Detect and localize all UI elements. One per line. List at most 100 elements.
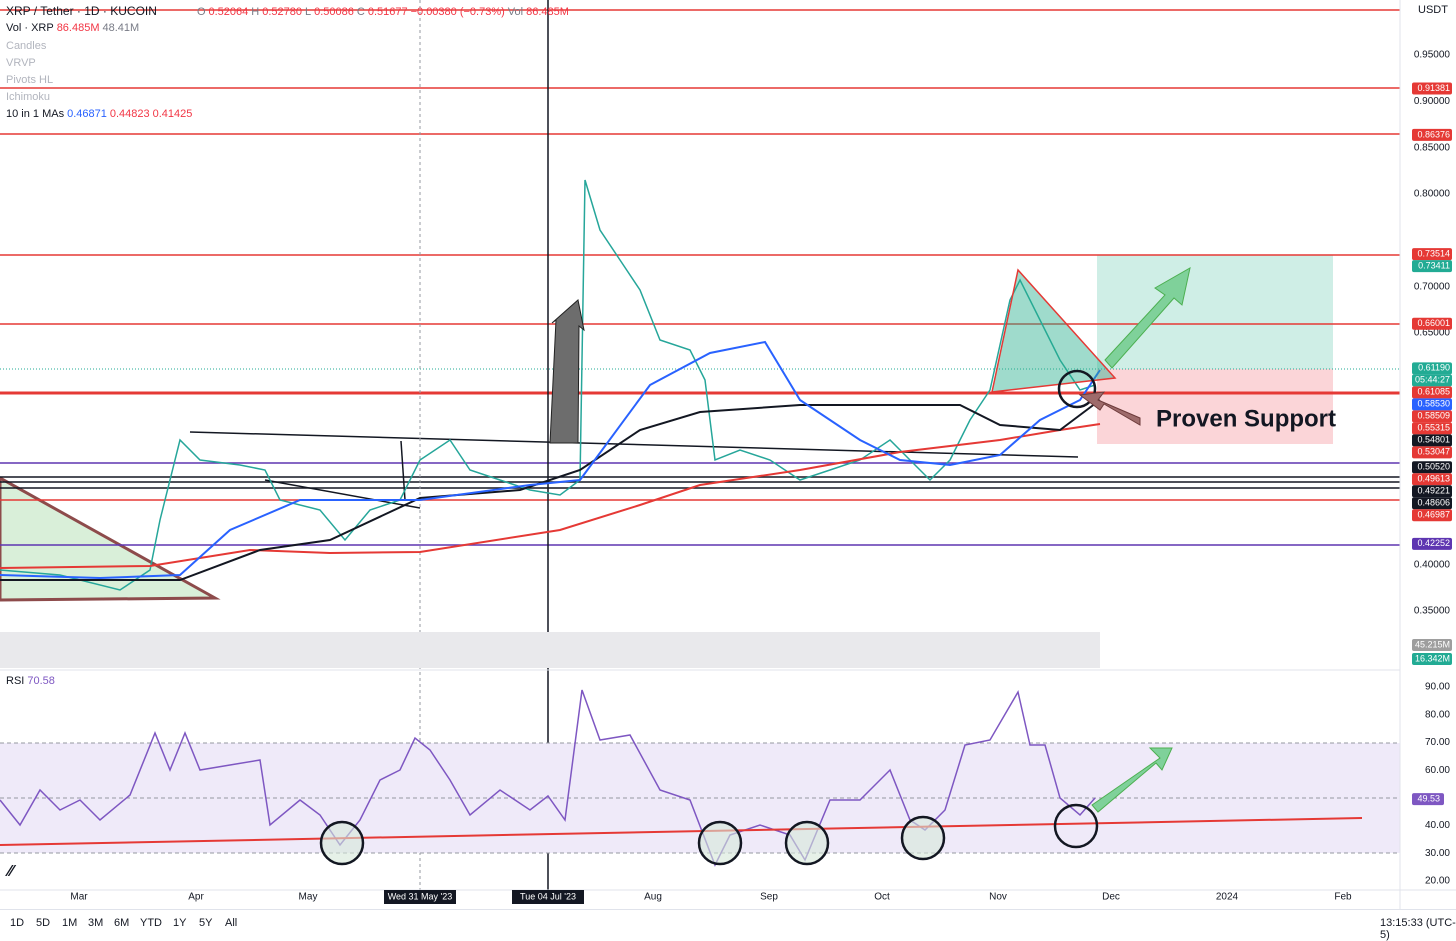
indicator[interactable]: Candles bbox=[6, 40, 47, 52]
price-tag-label: 0.91381 bbox=[1417, 83, 1450, 93]
ohlc-value: 0.52780 bbox=[262, 6, 302, 18]
price-tag-label: 0.73411 bbox=[1418, 260, 1450, 270]
price-tag-label: 0.61190 bbox=[1418, 363, 1450, 373]
price-tag-label: 0.48606 bbox=[1417, 498, 1450, 508]
trendline bbox=[189, 431, 1079, 458]
circle-marker bbox=[1053, 803, 1099, 849]
price-tag bbox=[1412, 398, 1452, 411]
ohlc-label: H bbox=[251, 6, 260, 18]
price-tag-label: 0.49613 bbox=[1417, 474, 1450, 484]
ma-red bbox=[0, 423, 1101, 569]
volume-label: Vol · XRP bbox=[6, 22, 54, 34]
vol-label: Vol bbox=[507, 6, 524, 18]
indicator[interactable]: Ichimoku bbox=[6, 91, 51, 103]
price-label: 0.90000 bbox=[1414, 96, 1451, 107]
time-label: Tue 04 Jul '23 bbox=[520, 891, 576, 901]
price-tag-label: 0.46987 bbox=[1417, 510, 1450, 520]
price-tag-label: 0.66001 bbox=[1417, 318, 1450, 328]
price-tag bbox=[1412, 82, 1452, 95]
ohlc-label: L bbox=[304, 6, 312, 18]
ohlc-value: 0.51677 bbox=[367, 6, 408, 18]
price-tag-label: 0.53047 bbox=[1417, 447, 1450, 457]
ohlc-value: 0.50086 bbox=[314, 6, 354, 18]
price-tag bbox=[1412, 446, 1452, 459]
interval-button[interactable]: 5Y bbox=[199, 917, 213, 929]
arrow-up bbox=[549, 299, 585, 444]
time-label: Mar bbox=[70, 892, 88, 903]
interval-button[interactable]: 1M bbox=[62, 917, 78, 929]
rsi-label: 70.00 bbox=[1425, 737, 1450, 748]
annotation: Proven Support bbox=[1156, 405, 1336, 432]
price-tag bbox=[1412, 128, 1452, 141]
rsi-label: 90.00 bbox=[1425, 682, 1450, 693]
time-label: 2024 bbox=[1216, 892, 1239, 903]
price-label: 0.40000 bbox=[1414, 559, 1451, 570]
volume-value: 86.485M bbox=[56, 22, 100, 34]
price-tag-label: 0.58509 bbox=[1417, 411, 1450, 421]
interval-button[interactable]: 1D bbox=[10, 917, 25, 929]
vol-value: 86.485M bbox=[526, 6, 569, 18]
price-tag-label: 0.61085 bbox=[1417, 387, 1450, 397]
indicator-row: Candles bbox=[6, 40, 49, 52]
price-label: 0.95000 bbox=[1414, 50, 1451, 61]
price-tag-label: 0.42252 bbox=[1417, 538, 1450, 548]
price-tag-label: 0.50520 bbox=[1417, 462, 1450, 472]
price-tag bbox=[1412, 497, 1452, 510]
indicator[interactable]: VRVP bbox=[6, 57, 36, 69]
interval-button[interactable]: 6M bbox=[114, 917, 130, 929]
rsi-label: 30.00 bbox=[1425, 848, 1450, 859]
ma-value: 0.46871 bbox=[67, 108, 107, 120]
symbol-header: XRP / Tether · 1D · KUCOIN O 0.52064 H 0.527… bbox=[6, 4, 572, 18]
volume-header: Vol · XRP 86.485M 48.41M bbox=[6, 22, 142, 34]
rsi-label: 40.00 bbox=[1425, 820, 1450, 831]
circle-marker bbox=[319, 820, 365, 866]
toolbar: 1D 5D 1M 3M 6M YTD 1Y 5Y All 13:15:33 (UTC-5) bbox=[0, 909, 1456, 941]
indicator-row: Pivots HL bbox=[6, 74, 56, 86]
interval-button[interactable]: All bbox=[225, 917, 238, 929]
indicator-row: Ichimoku bbox=[6, 91, 53, 103]
price-tag bbox=[1412, 317, 1452, 330]
interval-button[interactable]: YTD bbox=[140, 917, 162, 929]
price-label: 0.35000 bbox=[1414, 606, 1451, 617]
price-tag bbox=[1412, 362, 1452, 375]
ohlc-value: 0.52064 bbox=[208, 6, 249, 18]
rsi-label: 80.00 bbox=[1425, 709, 1450, 720]
circle-marker bbox=[784, 820, 830, 866]
price-tag-label: 0.54801 bbox=[1417, 435, 1450, 445]
price-tag bbox=[1412, 473, 1452, 486]
time-label: Wed 31 May '23 bbox=[388, 891, 453, 901]
interval-button[interactable]: 5D bbox=[36, 917, 51, 929]
ma-black bbox=[0, 399, 1101, 581]
indicator[interactable]: Pivots HL bbox=[6, 74, 54, 86]
price-tag bbox=[1412, 434, 1452, 447]
time-marker bbox=[384, 890, 456, 904]
ma-value: 0.44823 bbox=[109, 108, 150, 120]
time-marker bbox=[512, 890, 584, 904]
price-label: 0.70000 bbox=[1414, 281, 1451, 292]
ma-blue bbox=[0, 340, 1101, 580]
triangle-left bbox=[0, 476, 221, 602]
price-tag bbox=[1412, 248, 1452, 261]
time-label: Aug bbox=[644, 892, 662, 903]
arrow-support bbox=[1078, 391, 1141, 426]
price-tag-label: 05:44:27 bbox=[1415, 375, 1450, 385]
price-tag bbox=[1412, 537, 1452, 550]
rsi-label: RSI bbox=[6, 675, 25, 687]
price-tag-label: 0.55315 bbox=[1417, 423, 1450, 433]
rsi-label: 20.00 bbox=[1425, 876, 1450, 887]
arrow-rsi bbox=[1091, 747, 1173, 813]
time-label: Feb bbox=[1334, 892, 1352, 903]
change: −0.00380 (−0.73%) bbox=[410, 6, 505, 18]
ma-value: 0.41425 bbox=[152, 108, 193, 120]
rsi-tag-label: 49.53 bbox=[1417, 794, 1440, 804]
rsi-value: 70.58 bbox=[27, 675, 55, 687]
interval-button[interactable]: 3M bbox=[88, 917, 104, 929]
volume-tag-label: 16.342M bbox=[1415, 653, 1450, 663]
currency[interactable]: USDT bbox=[1418, 4, 1448, 16]
ohlc-label: O bbox=[196, 6, 206, 18]
clock: 13:15:33 (UTC-5) bbox=[1380, 917, 1456, 941]
rsi-header: RSI 70.58 bbox=[6, 675, 58, 687]
interval-button[interactable]: 1Y bbox=[173, 917, 187, 929]
